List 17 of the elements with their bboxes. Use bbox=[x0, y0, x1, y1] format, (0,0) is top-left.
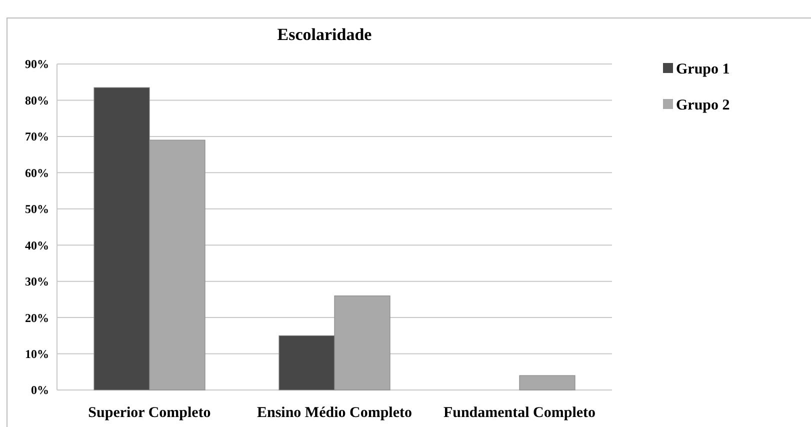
y-tick-label: 90% bbox=[25, 57, 49, 72]
y-tick-label: 50% bbox=[25, 202, 49, 216]
y-tick-label: 70% bbox=[25, 130, 49, 144]
legend-label: Grupo 1 bbox=[676, 61, 730, 78]
y-tick-label: 40% bbox=[25, 238, 49, 252]
x-tick-label: Ensino Médio Completo bbox=[256, 405, 412, 421]
chart-title: Escolaridade bbox=[277, 25, 372, 44]
x-tick-label: Superior Completo bbox=[88, 405, 211, 421]
y-tick-label: 20% bbox=[25, 310, 49, 325]
y-tick-label: 0% bbox=[31, 383, 49, 398]
y-tick-label: 80% bbox=[25, 93, 49, 108]
y-tick-label: 60% bbox=[25, 166, 49, 180]
y-tick-label: 30% bbox=[25, 274, 49, 289]
y-tick-label: 10% bbox=[25, 346, 49, 361]
x-tick-label: Fundamental Completo bbox=[443, 405, 596, 421]
bar bbox=[519, 375, 576, 390]
legend-label: Grupo 2 bbox=[676, 97, 730, 114]
